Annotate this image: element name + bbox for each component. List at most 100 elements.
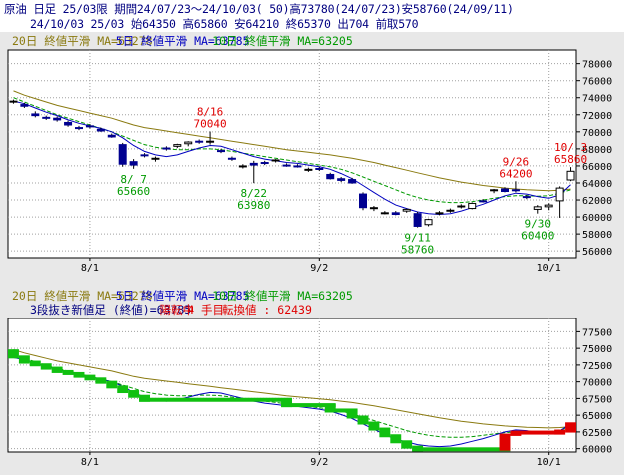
candle-body-38 <box>424 219 433 226</box>
candle-body-41 <box>457 205 466 208</box>
candle-body-3 <box>42 116 51 119</box>
bottom-ytick-label-72500: 72500 <box>582 361 612 372</box>
top-ytick-label-62000: 62000 <box>582 196 612 207</box>
new-price-brick-14 <box>324 404 336 413</box>
top-ytick-label-64000: 64000 <box>582 179 612 190</box>
new-price-brick-3 <box>40 363 52 370</box>
new-price-brick-6 <box>73 371 85 378</box>
annotation-value-3: 64200 <box>499 167 532 180</box>
candle-body-22 <box>249 162 258 166</box>
candle-body-8 <box>96 128 105 132</box>
new-price-brick-0 <box>8 349 19 359</box>
bottom-legend-1: 5日 終値平滑 MA=63785 <box>116 289 250 303</box>
candle-body-46 <box>511 189 520 192</box>
bottom-xtick-label-9/2: 9/2 <box>310 457 328 468</box>
new-price-brick-20 <box>401 440 413 449</box>
top-ytick-label-72000: 72000 <box>582 111 612 122</box>
candle-body-14 <box>162 147 171 150</box>
candle-body-24 <box>271 159 280 162</box>
new-price-brick-2 <box>29 360 41 367</box>
candle-body-0 <box>9 100 18 103</box>
annotation-date-5: 9/30 <box>525 218 552 231</box>
chart-header: 原油 日足 25/03限 期間24/07/23～24/10/03( 50)高73… <box>0 0 624 32</box>
candle-body-34 <box>380 212 389 215</box>
bottom-legend-2: 10日 終値平滑 MA=63205 <box>212 289 353 303</box>
bottom-ytick-label-70000: 70000 <box>582 378 612 389</box>
new-price-run-12 <box>139 397 292 402</box>
candle-body-37 <box>413 213 422 227</box>
annotation-date-2: 8/22 <box>241 187 268 200</box>
candle-body-5 <box>64 121 73 126</box>
bottom-info-0: 3段抜き新値足 (終値)=63785 <box>30 303 191 317</box>
candle-body-32 <box>359 193 367 209</box>
new-price-run-13 <box>281 403 336 408</box>
annotation-date-6: 10/ 3 <box>554 141 587 154</box>
new-price-brick-9 <box>106 380 118 389</box>
top-xtick-label-8/1: 8/1 <box>81 263 99 274</box>
new-price-brick-22 <box>499 433 511 451</box>
new-price-brick-24 <box>554 429 566 435</box>
candle-body-15 <box>173 144 182 147</box>
new-price-brick-1 <box>18 355 30 364</box>
candle-body-44 <box>490 189 499 192</box>
candle-body-16 <box>184 141 193 145</box>
top-ytick-label-74000: 74000 <box>582 94 612 105</box>
candle-body-4 <box>53 117 62 121</box>
new-price-brick-18 <box>379 427 391 438</box>
top-ytick-label-56000: 56000 <box>582 247 612 258</box>
candle-body-6 <box>75 127 83 130</box>
top-legend-0: 20日 終値平滑 MA=63278 <box>12 34 153 48</box>
new-price-brick-19 <box>390 434 402 444</box>
new-price-chart-panel: 60000 62500 65000 67500 70000 72500 75000 77500… <box>0 284 624 472</box>
annotation-value-6: 65860 <box>554 153 587 166</box>
candle-body-10 <box>118 144 127 165</box>
annotation-value-2: 63980 <box>237 199 270 212</box>
candle-body-47 <box>522 196 531 199</box>
top-ytick-label-68000: 68000 <box>582 145 612 156</box>
new-price-brick-16 <box>357 415 369 425</box>
candle-body-1 <box>20 104 29 107</box>
top-ma5-line <box>13 100 571 216</box>
candle-body-19 <box>217 150 225 153</box>
new-price-brick-13 <box>281 398 292 408</box>
new-price-brick-8 <box>95 377 107 384</box>
new-price-brick-4 <box>51 366 63 373</box>
candle-body-49 <box>544 204 553 208</box>
candle-body-48 <box>533 206 542 210</box>
candle-body-42 <box>468 202 477 210</box>
bottom-ytick-label-60000: 60000 <box>582 445 612 456</box>
new-price-brick-25 <box>565 422 576 433</box>
candle-body-50 <box>555 187 564 202</box>
new-price-brick-7 <box>84 374 96 381</box>
bottom-info-1: 陽転中 <box>160 303 195 317</box>
top-ytick-label-76000: 76000 <box>582 77 612 88</box>
annotation-value-1: 65660 <box>117 185 150 198</box>
candle-body-25 <box>282 164 291 167</box>
candle-body-13 <box>151 157 160 160</box>
new-price-run-21 <box>412 447 511 452</box>
candle-body-23 <box>260 162 269 165</box>
candle-body-17 <box>195 140 204 143</box>
new-price-brick-5 <box>62 369 74 375</box>
candle-body-21 <box>238 165 247 168</box>
candle-body-51 <box>566 170 575 181</box>
annotation-date-1: 8/ 7 <box>120 173 147 186</box>
candle-body-36 <box>402 208 411 212</box>
candle-body-35 <box>391 212 400 216</box>
bottom-ytick-label-75000: 75000 <box>582 344 612 355</box>
bottom-ytick-label-62500: 62500 <box>582 428 612 439</box>
annotation-date-3: 9/26 <box>503 155 530 168</box>
candle-body-2 <box>31 113 40 117</box>
candle-body-43 <box>479 200 488 203</box>
annotation-value-0: 70040 <box>194 117 227 130</box>
top-plot-area <box>7 49 577 259</box>
top-ytick-label-66000: 66000 <box>582 162 612 173</box>
bottom-info-3: 転換値 : 62439 <box>222 303 312 317</box>
candle-body-40 <box>446 209 455 212</box>
top-ytick-label-60000: 60000 <box>582 213 612 224</box>
candle-body-31 <box>348 179 357 184</box>
new-price-brick-15 <box>346 409 358 419</box>
bottom-info-2: 4 手目 <box>187 303 224 317</box>
annotation-value-5: 60400 <box>521 230 554 243</box>
